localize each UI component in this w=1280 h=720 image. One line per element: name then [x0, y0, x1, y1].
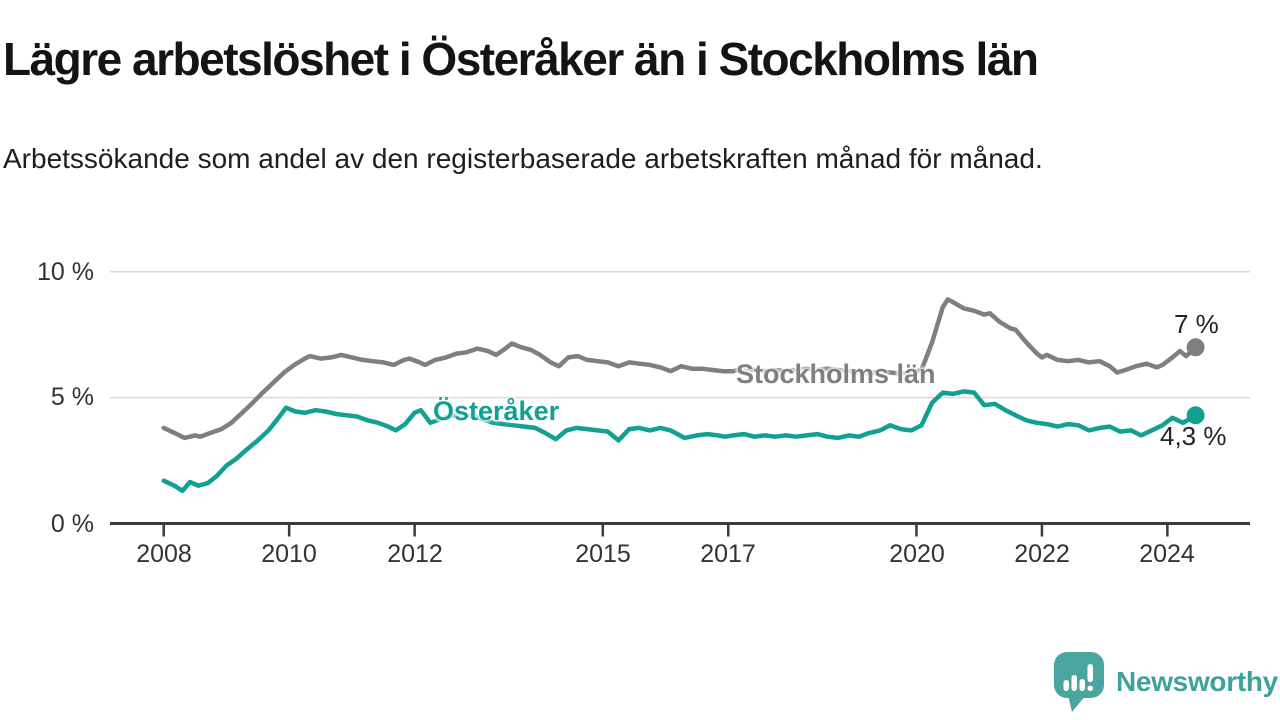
series-label-stockholms-lan: Stockholms län — [736, 359, 936, 389]
x-axis-label-2010: 2010 — [261, 540, 317, 568]
y-axis-label-0: 0 % — [50, 510, 94, 538]
series-end-dot — [1186, 338, 1205, 357]
x-axis-label-2012: 2012 — [387, 540, 443, 568]
x-axis-label-2024: 2024 — [1139, 540, 1195, 568]
newsworthy-logo: Newsworthy — [1053, 651, 1278, 713]
series-line — [161, 389, 1198, 494]
end-value-label-osteraker: 4,3 % — [1160, 421, 1227, 451]
series-label-osteraker: Österåker — [433, 396, 560, 426]
y-axis-label-5: 5 % — [50, 383, 94, 411]
chart-subtitle: Arbetssökande som andel av den registerb… — [3, 143, 1043, 174]
y-axis-label-10: 10 % — [37, 258, 94, 286]
page-title: Lägre arbetslöshet i Österåker än i Stoc… — [3, 33, 1039, 85]
x-axis-label-2015: 2015 — [575, 540, 631, 568]
x-axis-label-2017: 2017 — [700, 540, 756, 568]
x-axis-label-2008: 2008 — [136, 540, 192, 568]
end-value-label-stockholms-lan: 7 % — [1174, 309, 1219, 339]
series-end-dot — [1186, 406, 1205, 425]
newsworthy-logo-icon — [1054, 652, 1104, 712]
newsworthy-logo-text: Newsworthy — [1116, 666, 1278, 697]
series-line — [161, 297, 1198, 441]
x-axis-label-2020: 2020 — [889, 540, 945, 568]
x-axis-label-2022: 2022 — [1014, 540, 1070, 568]
